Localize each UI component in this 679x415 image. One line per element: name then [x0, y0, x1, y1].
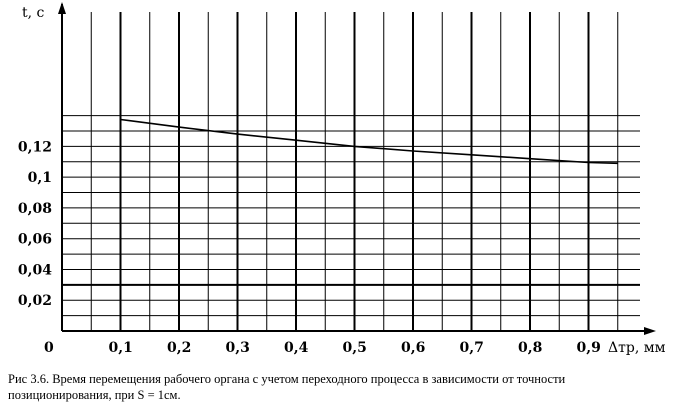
x-tick-label: 0,3 — [226, 340, 250, 356]
origin-label: 0 — [44, 340, 54, 356]
y-tick-label: 0,06 — [18, 232, 52, 248]
x-tick-label: 0,2 — [167, 340, 191, 356]
y-tick-label: 0,08 — [18, 201, 52, 217]
y-axis-arrow — [58, 2, 66, 14]
x-axis-arrow — [644, 327, 656, 335]
tick-labels: 0,1 0,2 0,3 0,4 0,5 0,6 0,7 0,8 0,9 0,02 0,04 0,06 0… — [18, 5, 666, 356]
y-tick-label: 0,04 — [18, 262, 52, 278]
axes — [58, 2, 656, 335]
x-tick-label: 0,4 — [284, 340, 309, 356]
figure-caption: Рис 3.6. Время перемещения рабочего орга… — [8, 372, 566, 402]
x-tick-label: 0,6 — [401, 340, 425, 356]
x-tick-label: 0,7 — [460, 340, 484, 356]
grid — [62, 12, 640, 331]
y-tick-label: 0,1 — [28, 170, 52, 186]
x-tick-label: 0,1 — [109, 340, 133, 356]
x-tick-label: 0,9 — [577, 340, 601, 356]
y-tick-label: 0,02 — [18, 293, 52, 309]
x-axis-label: Δтр, мм — [608, 340, 666, 356]
chart: 0,1 0,2 0,3 0,4 0,5 0,6 0,7 0,8 0,9 0,02 0,04 0,06 0… — [18, 2, 666, 356]
series — [120, 118, 618, 165]
x-tick-label: 0,5 — [343, 340, 367, 356]
y-axis-label: t, с — [22, 5, 45, 21]
data-series-line — [120, 118, 618, 165]
y-tick-label: 0,12 — [18, 139, 52, 155]
x-tick-label: 0,8 — [518, 340, 542, 356]
